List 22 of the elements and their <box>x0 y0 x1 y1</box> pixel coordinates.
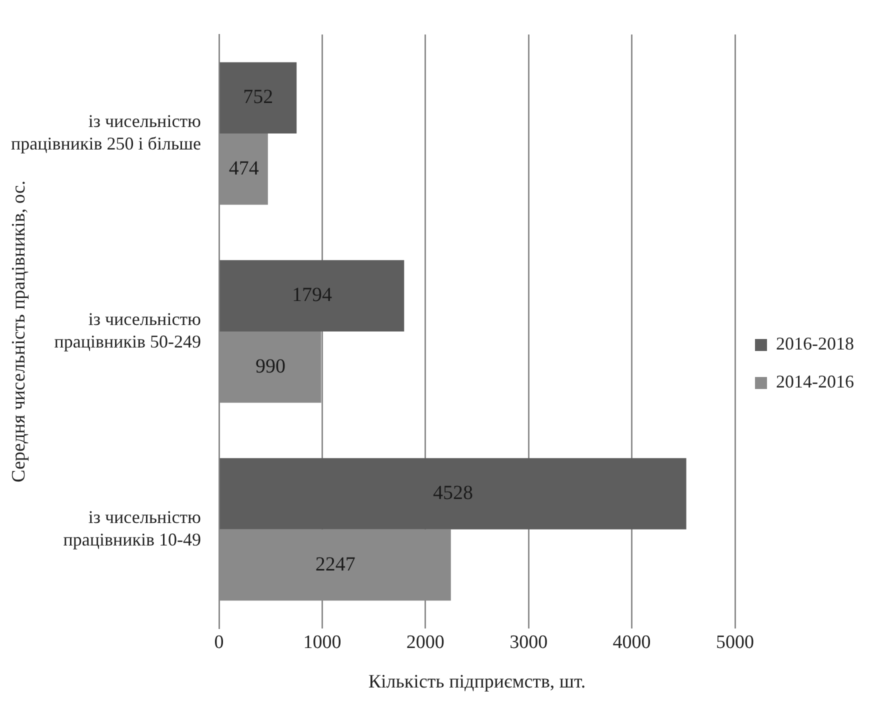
data-label: 990 <box>255 355 286 378</box>
x-tick-label: 0 <box>214 632 224 653</box>
data-label: 474 <box>228 157 259 180</box>
y-tick-label: із чисельністю працівників 250 і більше <box>11 110 202 154</box>
bar <box>220 260 404 332</box>
x-tick-label: 2000 <box>406 632 444 653</box>
data-label: 752 <box>243 86 274 108</box>
x-tick-label: 5000 <box>716 632 754 653</box>
x-tick-label: 4000 <box>612 632 651 653</box>
bar <box>220 458 686 530</box>
y-tick-label: із чисельністю працівників 10-49 <box>63 506 201 550</box>
x-tick-label: 1000 <box>303 632 342 653</box>
data-label: 4528 <box>433 482 474 504</box>
y-tick-label: із чисельністю працівників 50-249 <box>54 308 201 352</box>
legend-label: 2016-2018 <box>776 334 854 354</box>
x-axis-title: Кількість підприємств, шт. <box>368 672 586 693</box>
x-tick-label: 3000 <box>510 632 548 653</box>
y-axis-title: Середня чисельність працівників, ос. <box>8 180 30 482</box>
legend-label: 2014-2016 <box>776 372 854 392</box>
data-label: 2247 <box>315 553 356 576</box>
bar <box>220 62 297 134</box>
data-label: 1794 <box>292 284 332 306</box>
